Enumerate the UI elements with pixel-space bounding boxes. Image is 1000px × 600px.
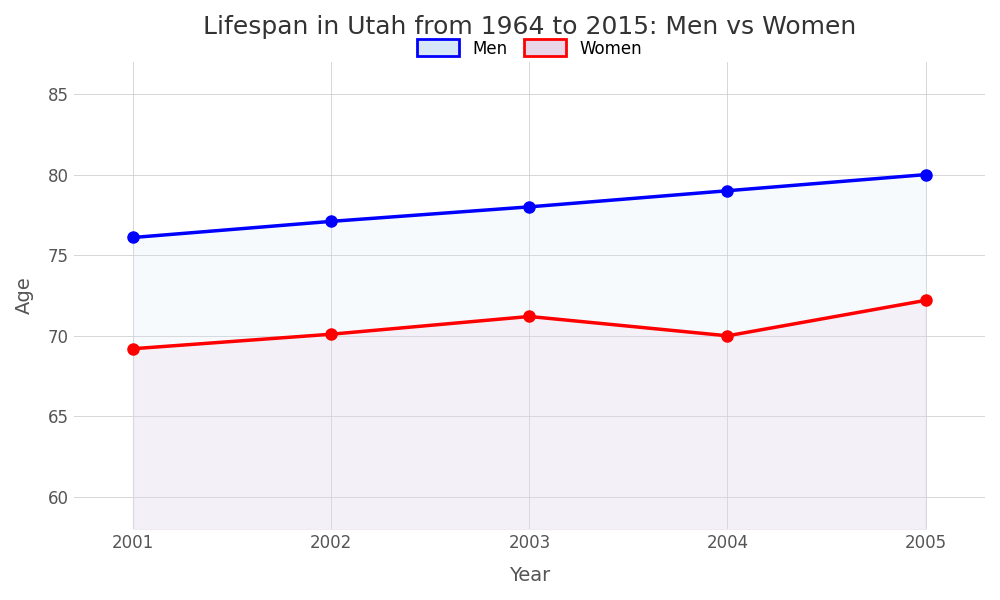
Legend: Men, Women: Men, Women — [411, 33, 648, 64]
Y-axis label: Age: Age — [15, 277, 34, 314]
X-axis label: Year: Year — [509, 566, 550, 585]
Title: Lifespan in Utah from 1964 to 2015: Men vs Women: Lifespan in Utah from 1964 to 2015: Men … — [203, 15, 856, 39]
